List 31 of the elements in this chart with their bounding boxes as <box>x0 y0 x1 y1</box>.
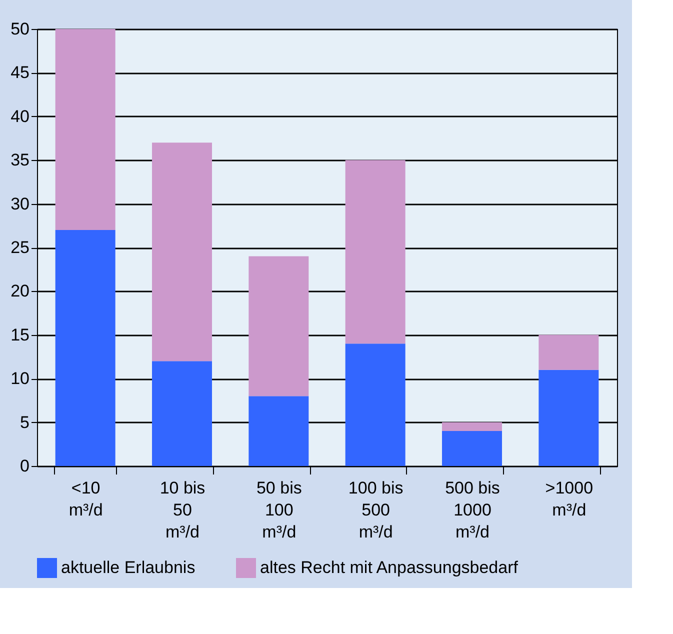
bar <box>55 230 116 466</box>
y-tick-label: 0 <box>20 456 30 476</box>
x-tick-label: 100 bis 500 m³/d <box>348 478 404 542</box>
y-tick-label: 45 <box>10 63 30 82</box>
legend-label: altes Recht mit Anpassungsbedarf <box>260 558 518 577</box>
y-tick-label: 25 <box>10 238 30 257</box>
bar <box>538 370 599 466</box>
y-tick-label: 40 <box>10 106 30 126</box>
bar <box>345 344 406 466</box>
x-tick-label: 10 bis 50 m³/d <box>160 478 206 542</box>
bar <box>55 29 116 230</box>
x-tick-label: 500 bis 1000 m³/d <box>445 478 500 542</box>
bar <box>442 422 502 432</box>
bar <box>442 431 502 466</box>
bar <box>345 160 406 344</box>
bar <box>248 396 309 466</box>
y-tick-label: 30 <box>10 194 30 214</box>
y-tick-label: 20 <box>10 282 30 301</box>
bar <box>248 256 309 396</box>
y-tick-label: 50 <box>10 20 30 38</box>
bar <box>152 142 212 362</box>
y-tick-label: 10 <box>10 369 30 388</box>
bar <box>538 334 599 370</box>
x-tick-label: >1000 m³/d <box>545 478 594 520</box>
x-tick-label: 50 bis 100 m³/d <box>256 478 302 542</box>
legend-label: aktuelle Erlaubnis <box>61 558 196 577</box>
y-tick-label: 35 <box>10 150 30 170</box>
y-tick-label: 5 <box>20 412 30 432</box>
bar <box>152 361 212 466</box>
x-tick-label: <10 m³/d <box>68 478 103 520</box>
y-tick-label: 15 <box>10 325 30 344</box>
